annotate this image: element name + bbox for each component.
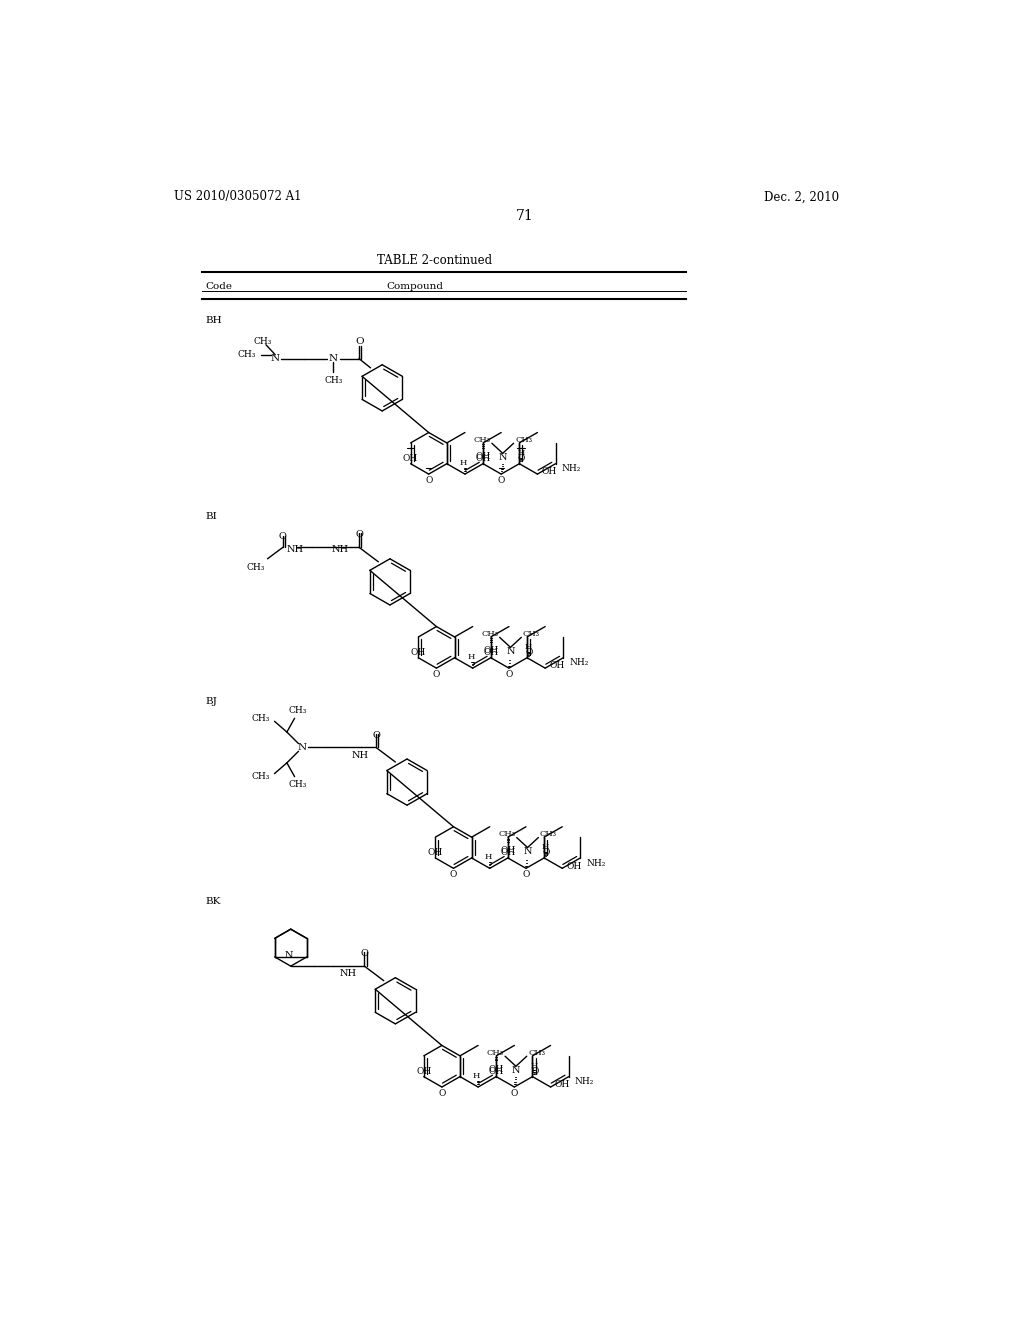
Text: OH: OH <box>566 862 582 870</box>
Text: O: O <box>531 1067 539 1076</box>
Text: 71: 71 <box>516 209 534 223</box>
Text: H: H <box>460 459 467 467</box>
Text: CH₃: CH₃ <box>238 350 256 359</box>
Text: Dec. 2, 2010: Dec. 2, 2010 <box>764 190 839 203</box>
Text: NH: NH <box>332 545 349 554</box>
Text: O: O <box>498 477 505 484</box>
Text: NH: NH <box>287 545 304 554</box>
Text: O: O <box>522 870 529 879</box>
Text: OH: OH <box>416 1067 431 1076</box>
Text: N: N <box>523 847 531 855</box>
Text: CH₃: CH₃ <box>289 780 307 789</box>
Text: BH: BH <box>206 315 222 325</box>
Text: CH₃: CH₃ <box>289 706 307 715</box>
Text: N: N <box>499 453 507 462</box>
Text: O: O <box>355 531 362 540</box>
Text: OH: OH <box>475 454 490 463</box>
Text: NH₂: NH₂ <box>569 659 589 668</box>
Text: Code: Code <box>206 281 232 290</box>
Text: OH: OH <box>483 648 499 657</box>
Text: CH₃: CH₃ <box>498 830 515 838</box>
Text: OH: OH <box>554 1080 569 1089</box>
Text: O: O <box>518 454 525 463</box>
Text: NH₂: NH₂ <box>562 465 582 474</box>
Text: CH₃: CH₃ <box>540 830 557 838</box>
Text: CH₃: CH₃ <box>481 630 498 639</box>
Text: H: H <box>525 643 532 651</box>
Text: OH: OH <box>488 1065 504 1074</box>
Text: OH: OH <box>428 847 443 857</box>
Text: OH: OH <box>549 661 564 671</box>
Text: OH: OH <box>403 454 418 463</box>
Text: CH₃: CH₃ <box>247 562 265 572</box>
Text: O: O <box>505 671 513 678</box>
Text: CH₃: CH₃ <box>486 1049 504 1057</box>
Text: N: N <box>285 950 294 960</box>
Text: CH₃: CH₃ <box>254 337 272 346</box>
Text: Compound: Compound <box>386 281 443 290</box>
Text: BJ: BJ <box>206 697 217 706</box>
Text: OH: OH <box>488 1067 504 1076</box>
Text: O: O <box>543 847 550 857</box>
Text: H: H <box>542 843 549 851</box>
Text: CH₃: CH₃ <box>528 1049 546 1057</box>
Text: H: H <box>530 1061 538 1069</box>
Text: N: N <box>512 1065 520 1074</box>
Text: N: N <box>298 743 307 752</box>
Text: O: O <box>511 1089 518 1098</box>
Text: OH: OH <box>501 847 515 857</box>
Text: O: O <box>372 730 380 739</box>
Text: N: N <box>270 354 280 363</box>
Text: CH₃: CH₃ <box>515 436 532 445</box>
Text: OH: OH <box>411 648 426 657</box>
Text: O: O <box>355 337 365 346</box>
Text: NH: NH <box>340 969 356 978</box>
Text: NH: NH <box>351 751 369 759</box>
Text: O: O <box>279 532 286 541</box>
Text: H: H <box>467 653 475 661</box>
Text: BI: BI <box>206 512 217 521</box>
Text: TABLE 2-continued: TABLE 2-continued <box>377 255 492 268</box>
Text: O: O <box>433 671 440 678</box>
Text: O: O <box>525 648 534 657</box>
Text: CH₃: CH₃ <box>325 376 343 384</box>
Text: H: H <box>484 854 492 862</box>
Text: OH: OH <box>501 846 515 855</box>
Text: N: N <box>329 354 338 363</box>
Text: CH₃: CH₃ <box>252 714 270 722</box>
Text: US 2010/0305072 A1: US 2010/0305072 A1 <box>174 190 302 203</box>
Text: NH₂: NH₂ <box>587 858 606 867</box>
Text: BK: BK <box>206 898 221 906</box>
Text: CH₃: CH₃ <box>523 630 540 639</box>
Text: O: O <box>450 870 457 879</box>
Text: O: O <box>438 1089 445 1098</box>
Text: CH₃: CH₃ <box>252 772 270 781</box>
Text: OH: OH <box>475 453 490 461</box>
Text: NH₂: NH₂ <box>574 1077 594 1086</box>
Text: H: H <box>517 449 524 457</box>
Text: OH: OH <box>542 467 557 477</box>
Text: OH: OH <box>483 647 499 655</box>
Text: H: H <box>473 1072 480 1080</box>
Text: CH₃: CH₃ <box>473 436 490 445</box>
Text: O: O <box>360 949 369 958</box>
Text: N: N <box>506 647 515 656</box>
Text: O: O <box>425 477 432 484</box>
